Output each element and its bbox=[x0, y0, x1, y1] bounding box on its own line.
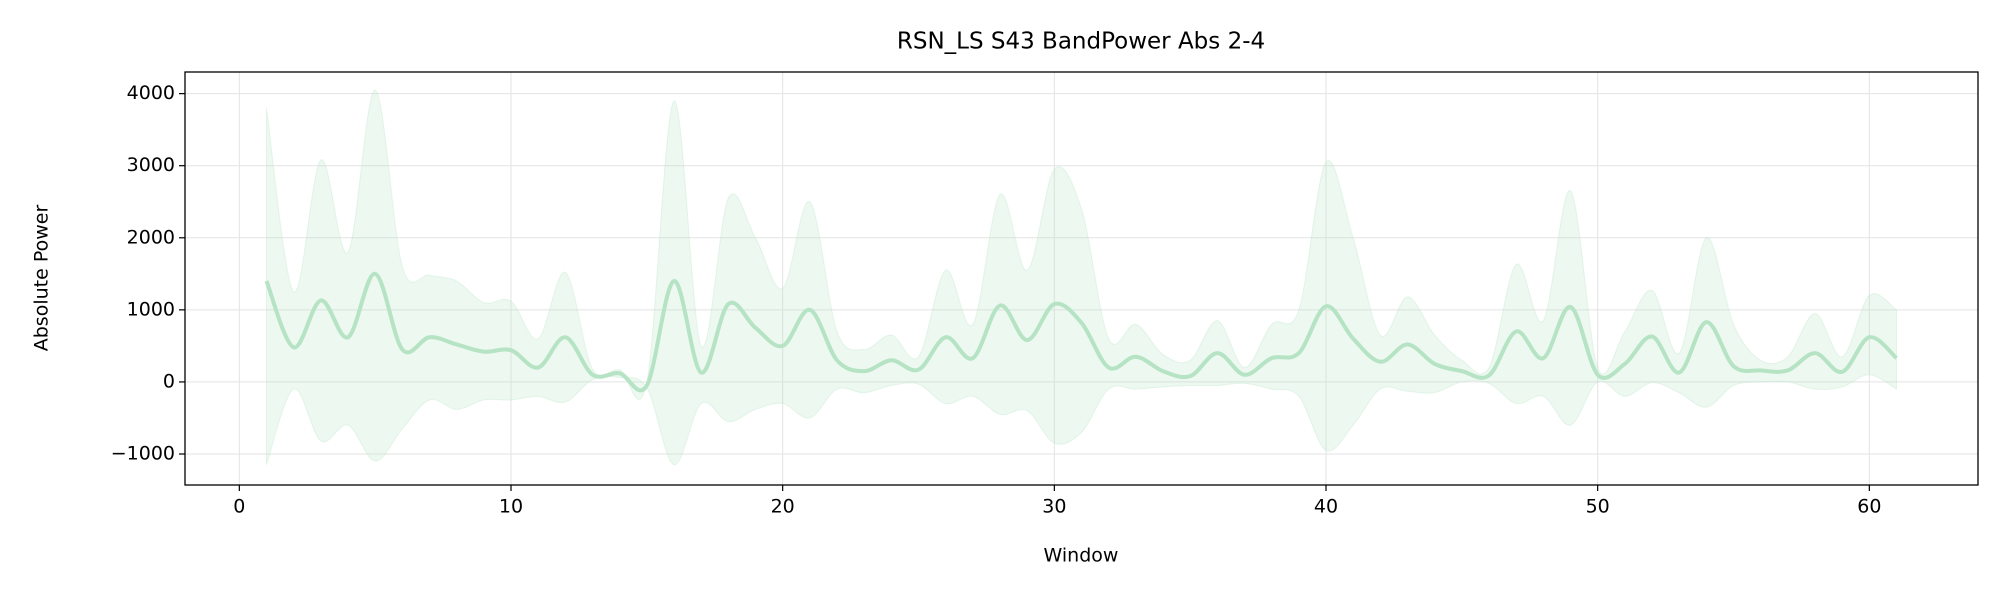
chart-title: RSN_LS S43 BandPower Abs 2-4 bbox=[897, 29, 1265, 55]
x-tick-label: 20 bbox=[771, 496, 795, 518]
y-tick-label: 2000 bbox=[127, 226, 175, 248]
x-tick-label: 30 bbox=[1042, 496, 1066, 518]
y-tick-label: 0 bbox=[163, 370, 175, 392]
series-line bbox=[264, 271, 1898, 393]
y-tick-label: 4000 bbox=[127, 82, 175, 104]
y-tick-label: −1000 bbox=[111, 443, 175, 465]
y-tick-label: 1000 bbox=[127, 298, 175, 320]
x-tick-label: 0 bbox=[233, 496, 245, 518]
x-tick-label: 50 bbox=[1586, 496, 1610, 518]
x-tick-label: 10 bbox=[499, 496, 523, 518]
x-axis-label: Window bbox=[1044, 545, 1119, 567]
band-area bbox=[266, 89, 1897, 466]
plot-frame bbox=[184, 71, 1979, 486]
x-tick-label: 40 bbox=[1314, 496, 1338, 518]
y-tick-label: 3000 bbox=[127, 154, 175, 176]
y-axis-label: Absolute Power bbox=[31, 205, 53, 352]
x-tick-label: 60 bbox=[1857, 496, 1881, 518]
